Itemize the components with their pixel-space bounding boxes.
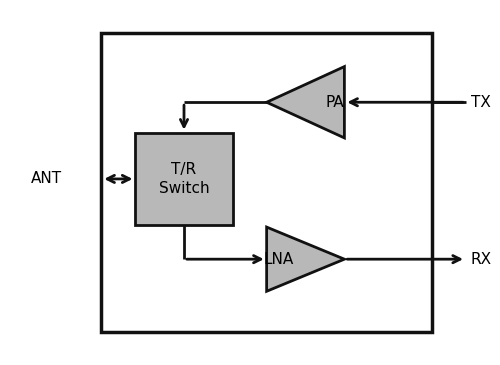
Bar bbox=[136, 132, 232, 225]
Bar bbox=[102, 33, 432, 332]
Polygon shape bbox=[266, 66, 344, 138]
Text: LNA: LNA bbox=[264, 252, 294, 267]
Text: PA: PA bbox=[326, 95, 344, 110]
Polygon shape bbox=[266, 227, 344, 291]
Text: RX: RX bbox=[471, 252, 492, 267]
Text: T/R
Switch: T/R Switch bbox=[158, 162, 210, 196]
Text: ANT: ANT bbox=[32, 172, 62, 187]
Text: TX: TX bbox=[471, 95, 490, 110]
